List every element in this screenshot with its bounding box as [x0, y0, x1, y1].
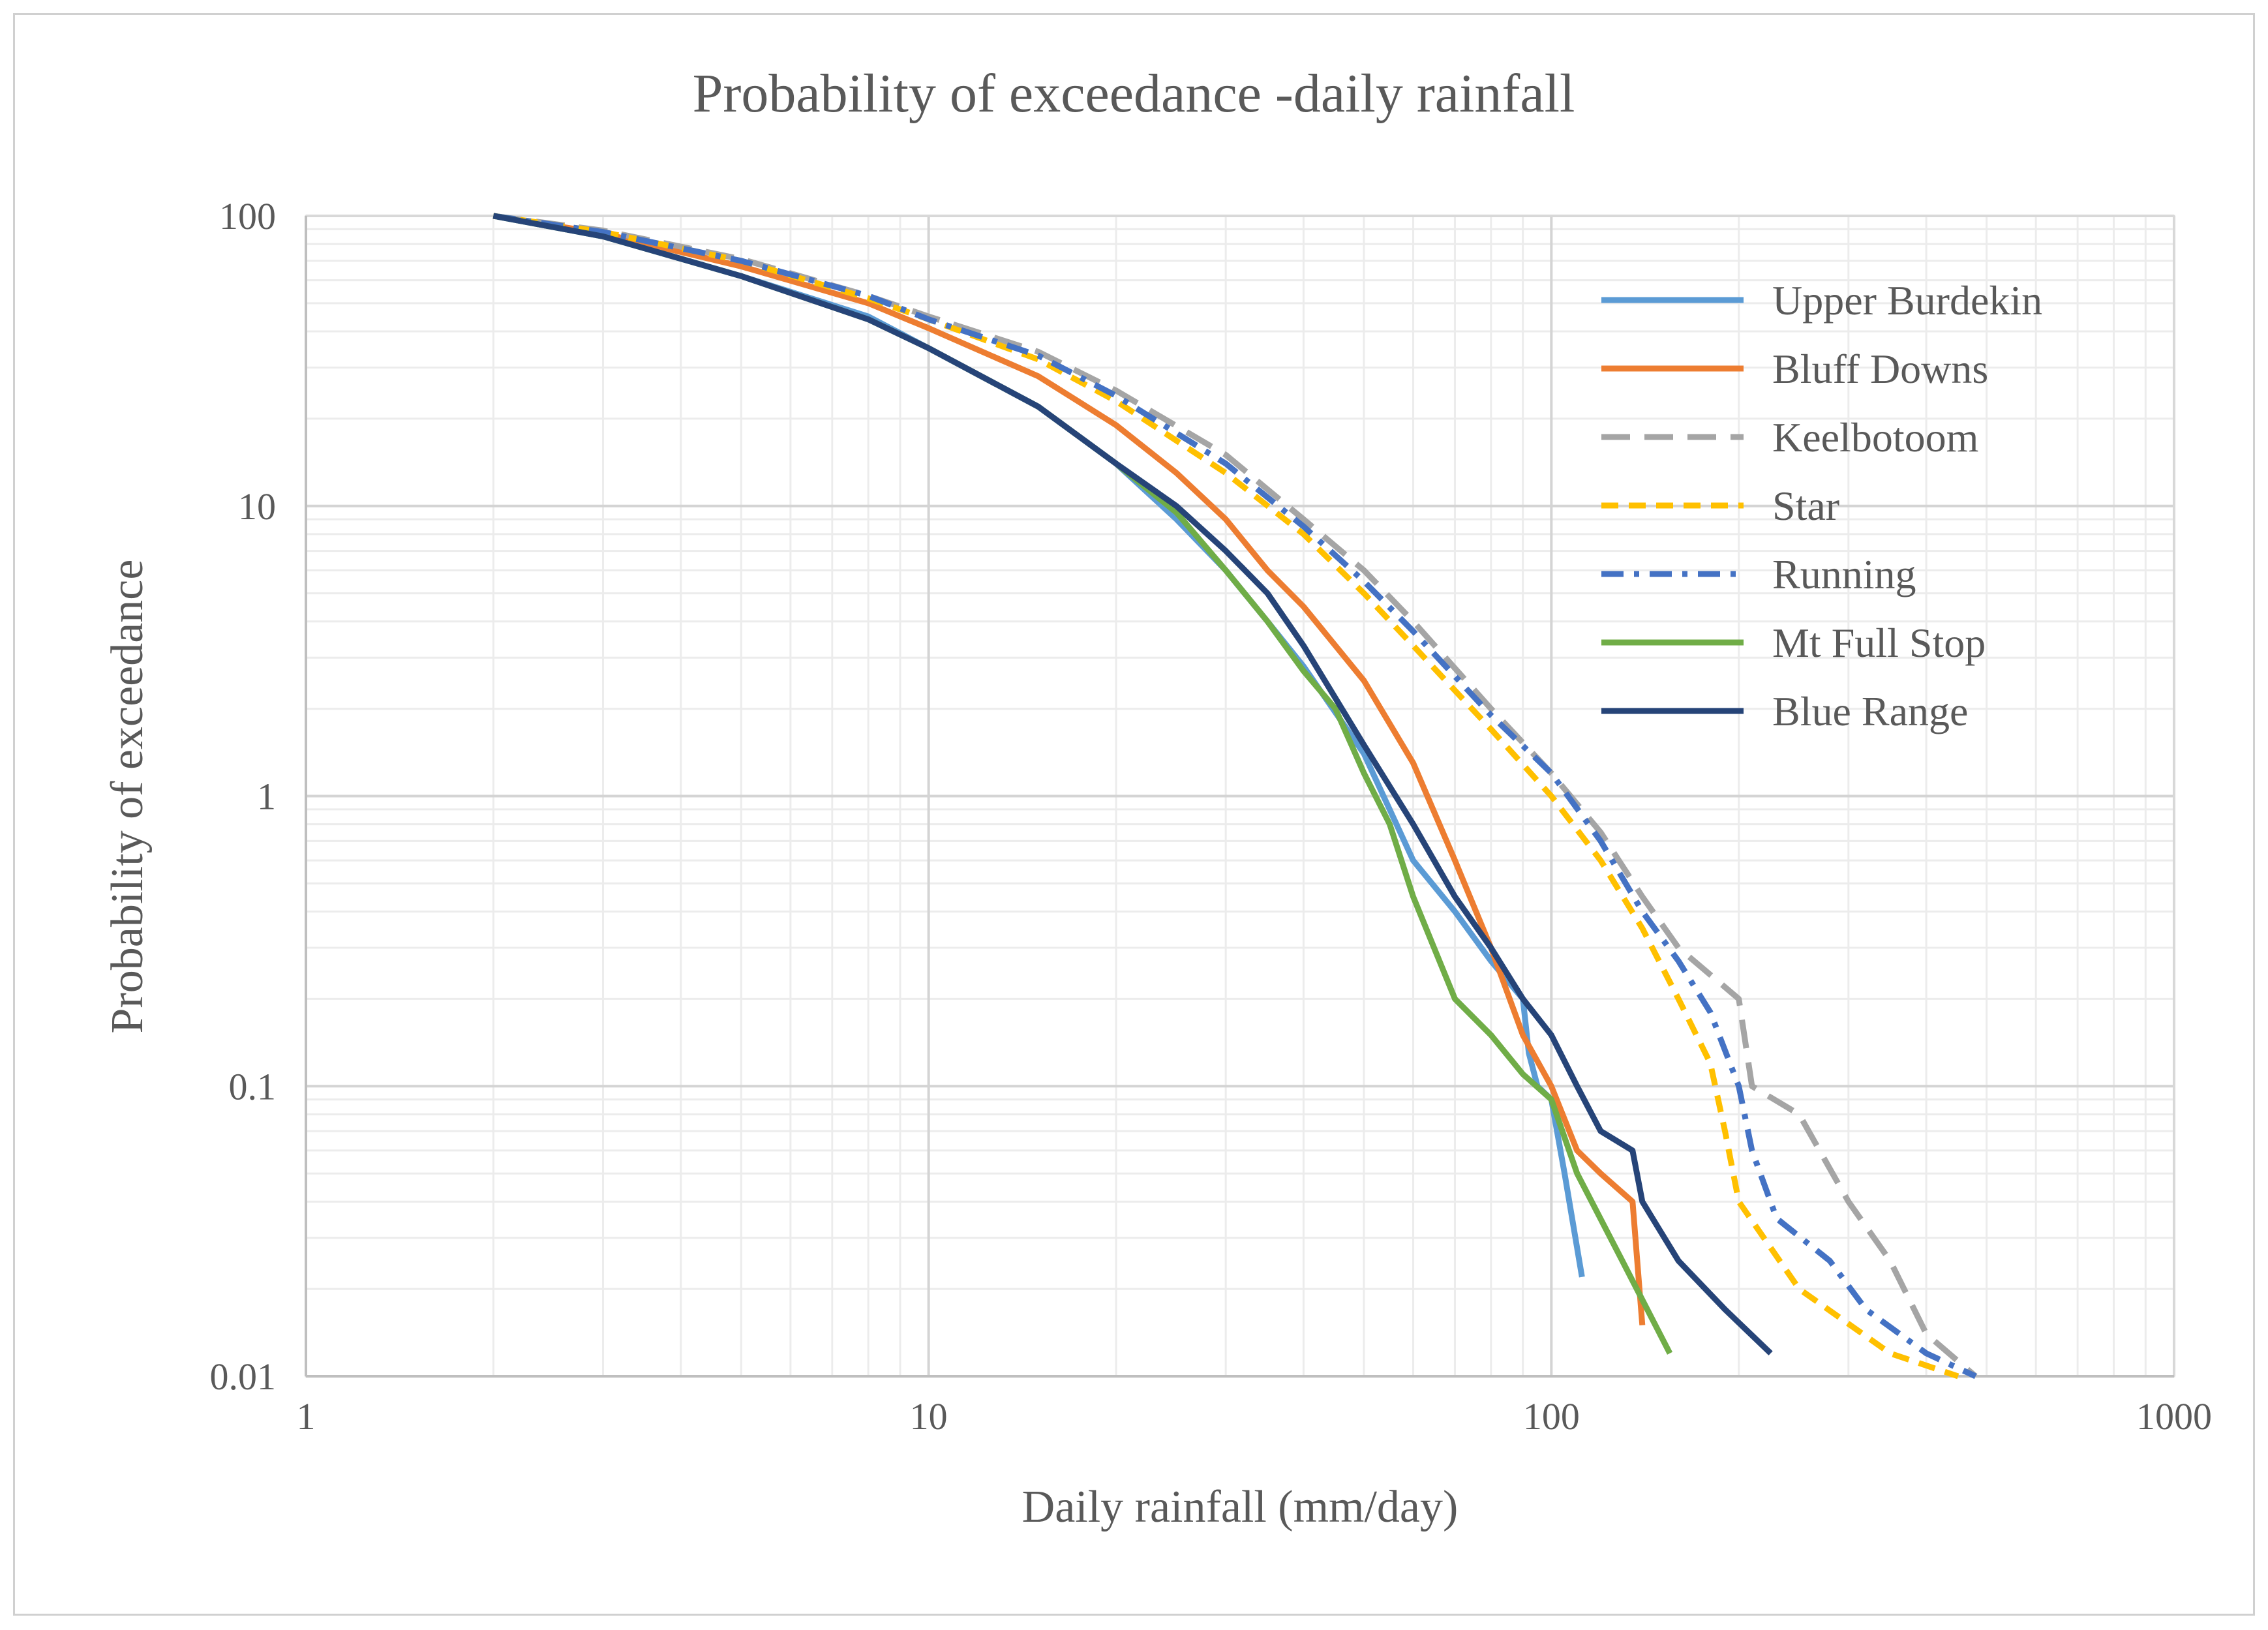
y-tick-label: 100	[219, 195, 276, 237]
legend-label: Keelbotoom	[1772, 414, 1978, 460]
series-layer	[492, 213, 1978, 1380]
legend-label: Running	[1772, 551, 1916, 597]
y-tick-label: 10	[238, 485, 276, 528]
series-line-star	[492, 213, 1959, 1380]
x-tick-label: 1	[297, 1395, 316, 1438]
x-tick-label: 1000	[2136, 1395, 2212, 1438]
series-line-running	[492, 213, 1977, 1380]
y-axis-title: Probability of exceedance	[102, 560, 153, 1034]
y-tick-label: 0.01	[210, 1355, 277, 1398]
series-line-bluff-downs	[492, 213, 1646, 1326]
series-line-keelbotoom	[492, 213, 1978, 1379]
chart-frame: Probability of exceedance -daily rainfal…	[13, 13, 2255, 1616]
series-line-mt-full-stop	[492, 213, 1673, 1355]
chart-canvas: Probability of exceedance -daily rainfal…	[102, 63, 2213, 1532]
legend-label: Blue Range	[1772, 688, 1968, 734]
x-axis-title: Daily rainfall (mm/day)	[1022, 1482, 1459, 1532]
legend-label: Bluff Downs	[1772, 346, 1988, 392]
y-tick-labels: 100 10 1 0.1 0.01	[210, 195, 277, 1398]
chart-title: Probability of exceedance -daily rainfal…	[693, 63, 1575, 124]
legend-label: Star	[1772, 483, 1839, 529]
x-tick-label: 10	[910, 1395, 948, 1438]
legend-label: Mt Full Stop	[1772, 620, 1986, 666]
y-tick-label: 1	[257, 776, 276, 818]
x-tick-labels: 1 10 100 1000	[297, 1395, 2213, 1438]
legend-label: Upper Burdekin	[1772, 277, 2042, 324]
x-tick-label: 100	[1523, 1395, 1580, 1438]
legend: Upper Burdekin Bluff Downs Keelbotoom Star R…	[1601, 277, 2042, 734]
series-line-blue-range	[492, 213, 1773, 1356]
y-tick-label: 0.1	[229, 1065, 277, 1108]
